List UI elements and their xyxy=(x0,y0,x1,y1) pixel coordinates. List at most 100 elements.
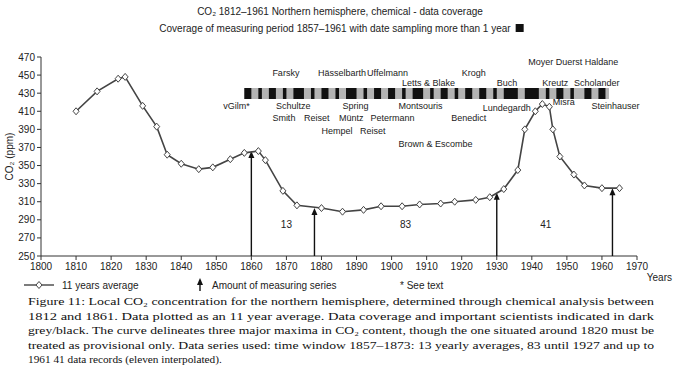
x-tick xyxy=(601,256,602,260)
scientist-label: Müntz xyxy=(339,113,364,123)
x-tick-label: 1920 xyxy=(451,261,474,272)
scientist-label: Kreutz xyxy=(542,78,569,88)
y-tick xyxy=(37,201,41,202)
series-marker xyxy=(539,101,545,108)
legend-label: Amount of measuring series xyxy=(212,280,337,291)
x-tick xyxy=(76,256,77,260)
series-marker xyxy=(557,153,563,160)
series-marker xyxy=(571,171,577,178)
series-marker xyxy=(294,202,300,209)
arrow-shaft xyxy=(251,157,252,256)
caption-line: Figure 11: Local CO₂ concentration for t… xyxy=(28,295,654,307)
x-tick xyxy=(146,256,147,260)
footnote: * See text xyxy=(400,280,444,291)
y-tick-label: 270 xyxy=(18,232,35,243)
title: CO₂ 1812–1961 Northern hemisphere, chemi… xyxy=(197,6,483,17)
series-marker xyxy=(280,187,286,194)
series-marker xyxy=(452,198,458,205)
scientist-label: Brown & Escombe xyxy=(399,139,473,149)
coverage-segment xyxy=(584,88,591,99)
measuring-arrow xyxy=(311,208,317,256)
y-tick-label: 330 xyxy=(18,178,35,189)
coverage-segment xyxy=(479,88,486,99)
y-tick xyxy=(37,237,41,238)
x-tick xyxy=(391,256,392,260)
arrow-shaft xyxy=(314,214,315,256)
y-tick-label: 430 xyxy=(18,88,35,99)
series-count: 41 xyxy=(540,219,552,230)
coverage-segment xyxy=(388,88,395,99)
coverage-segment xyxy=(441,88,448,99)
coverage-segment xyxy=(335,88,339,99)
x-tick-label: 1910 xyxy=(416,261,439,272)
scientist-label: Farsky xyxy=(272,68,300,78)
series-marker xyxy=(196,166,202,173)
x-tick-label: 1890 xyxy=(345,261,368,272)
x-tick-label: 1930 xyxy=(486,261,509,272)
series-marker xyxy=(210,164,216,171)
arrow-shaft xyxy=(199,284,200,291)
x-tick-label: 1850 xyxy=(205,261,228,272)
y-tick xyxy=(37,129,41,130)
x-tick xyxy=(637,256,638,260)
scientist-label: vGilm* xyxy=(223,101,250,111)
scientist-label: Moyer Duerst Haldane xyxy=(528,57,618,67)
series-marker xyxy=(164,151,170,158)
x-tick-label: 1820 xyxy=(100,261,123,272)
coverage-segment xyxy=(321,88,328,99)
coverage-segment xyxy=(374,88,381,99)
coverage-swatch xyxy=(516,24,524,32)
scientist-label: Buch xyxy=(497,78,518,88)
legend: 11 years average Amount of measuring seri… xyxy=(24,278,444,291)
measuring-arrow xyxy=(248,151,254,256)
scientist-label: Reiset xyxy=(304,113,330,123)
x-tick-label: 1970 xyxy=(626,261,649,272)
scientist-label: Misra xyxy=(553,97,575,107)
x-tick-label: 1880 xyxy=(310,261,333,272)
coverage-segment xyxy=(493,88,497,99)
arrow-head xyxy=(197,278,203,285)
scientist-label: Montsouris xyxy=(399,101,444,111)
x-tick-label: 1800 xyxy=(30,261,53,272)
caption-line: grey/black. The curve delineates three m… xyxy=(28,324,654,336)
x-tick-label: 1840 xyxy=(170,261,193,272)
x-tick xyxy=(321,256,322,260)
scientist-label: Krogh xyxy=(462,68,486,78)
x-tick xyxy=(216,256,217,260)
series-marker xyxy=(399,203,405,210)
y-tick-label: 470 xyxy=(18,52,35,63)
coverage-segment xyxy=(546,88,550,99)
x-tick-label: 1810 xyxy=(65,261,88,272)
x-axis xyxy=(41,256,637,257)
legend-label: 11 years average xyxy=(62,280,139,291)
scientist-label: Letts & Blake xyxy=(402,78,455,88)
y-tick-label: 370 xyxy=(18,142,35,153)
scientist-label: Hempel xyxy=(321,126,352,136)
arrow-shaft xyxy=(496,199,497,256)
y-tick-label: 310 xyxy=(18,196,35,207)
series-marker xyxy=(515,167,521,174)
x-tick xyxy=(181,256,182,260)
series-marker xyxy=(115,75,121,82)
series-marker xyxy=(262,157,268,164)
scientist-label: Schultze xyxy=(276,101,311,111)
x-tick xyxy=(251,256,252,260)
y-tick xyxy=(37,57,41,58)
scientist-label: Benedict xyxy=(451,113,487,123)
series-marker xyxy=(227,156,233,163)
series-marker xyxy=(340,208,346,215)
series-marker xyxy=(417,201,423,208)
y-tick xyxy=(37,219,41,220)
series-marker xyxy=(94,88,100,95)
scientist-label: Smith xyxy=(272,113,295,123)
x-tick xyxy=(496,256,497,260)
coverage-segment xyxy=(258,88,262,99)
y-tick xyxy=(37,93,41,94)
x-tick xyxy=(41,256,42,260)
x-tick xyxy=(531,256,532,260)
series-marker xyxy=(378,203,384,210)
subtitle: Coverage of measuring period 1857–1961 w… xyxy=(159,23,511,34)
y-axis-label: CO₂ (ppm) xyxy=(4,133,15,181)
y-tick-label: 250 xyxy=(18,251,35,262)
arrow-head xyxy=(311,208,317,215)
